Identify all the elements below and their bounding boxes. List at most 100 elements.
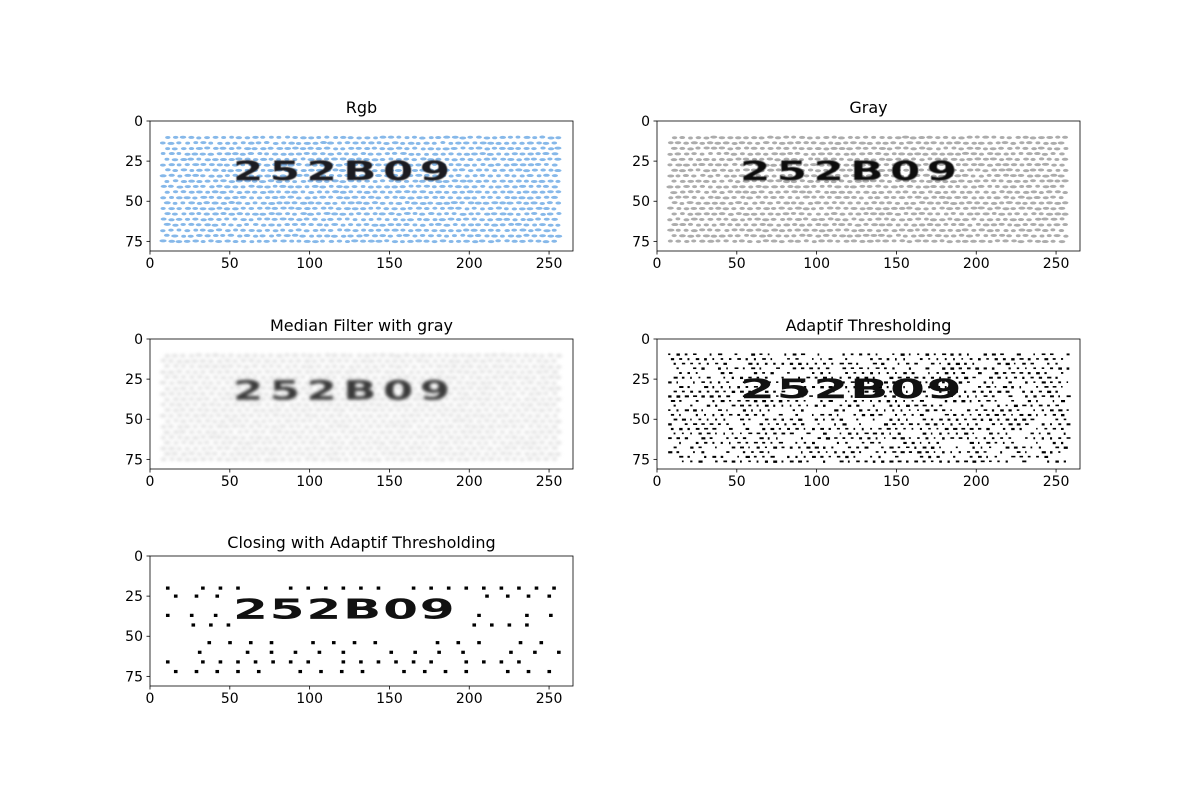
noise-dot: [906, 184, 914, 188]
noise-dot: [240, 359, 247, 363]
noise-dot: [479, 359, 487, 363]
noise-dot: [200, 162, 207, 166]
noise-dot: [492, 397, 498, 401]
noise-dot: [918, 136, 926, 140]
noise-dot: [971, 196, 977, 200]
noise-dot: [718, 146, 726, 150]
noise-dot: [892, 451, 897, 453]
noise-dot: [403, 190, 411, 194]
noise-dot: [792, 395, 797, 397]
noise-dot: [466, 397, 474, 401]
noise-dot: [400, 141, 406, 145]
noise-dot: [986, 455, 988, 459]
noise-dot: [371, 419, 378, 423]
noise-dot: [195, 397, 203, 401]
noise-dot: [750, 212, 758, 216]
noise-dot: [269, 430, 275, 434]
noise-dot: [915, 141, 922, 145]
noise-dot: [264, 185, 271, 189]
noise-dot: [526, 207, 534, 211]
noise-dot: [702, 179, 710, 183]
noise-dot: [925, 367, 930, 370]
noise-dot: [839, 460, 844, 463]
noise-dot: [295, 185, 303, 189]
noise-dot: [942, 180, 949, 184]
noise-dot: [344, 414, 350, 418]
noise-dot: [978, 196, 985, 200]
noise-dot: [422, 669, 427, 674]
noise-dot: [375, 152, 382, 156]
noise-dot: [503, 446, 511, 450]
noise-dot: [1066, 423, 1071, 426]
noise-dot: [193, 141, 199, 145]
noise-dot: [304, 163, 311, 167]
noise-dot: [684, 239, 690, 243]
noise-dot: [882, 239, 890, 243]
noise-dot: [770, 372, 774, 375]
noise-dot: [379, 408, 386, 412]
noise-dot: [360, 207, 367, 211]
noise-dot: [407, 403, 414, 407]
noise-dot: [795, 427, 799, 430]
noise-dot: [339, 157, 347, 161]
noise-dot: [411, 158, 418, 162]
noise-dot: [1066, 353, 1070, 356]
noise-dot: [218, 660, 223, 664]
noise-dot: [1046, 201, 1053, 205]
noise-dot: [673, 446, 677, 449]
noise-dot: [443, 452, 451, 456]
noise-dot: [439, 458, 446, 462]
noise-dot: [914, 446, 917, 449]
noise-dot: [743, 201, 749, 205]
noise-dot: [846, 147, 853, 151]
noise-dot: [311, 381, 318, 385]
noise-dot: [823, 168, 829, 172]
noise-dot: [319, 381, 327, 385]
noise-dot: [906, 240, 913, 244]
noise-dot: [875, 217, 882, 221]
noise-dot: [424, 152, 429, 156]
noise-dot: [906, 163, 913, 167]
noise-dot: [1000, 423, 1003, 425]
noise-dot: [1005, 446, 1010, 449]
noise-dot: [367, 414, 374, 418]
noise-dot: [986, 358, 989, 360]
noise-dot: [762, 399, 767, 403]
noise-dot: [244, 212, 251, 216]
noise-dot: [280, 163, 288, 167]
noise-dot: [263, 163, 271, 167]
noise-dot: [324, 234, 331, 238]
noise-dot: [435, 641, 440, 645]
noise-dot: [726, 437, 729, 440]
noise-dot: [520, 218, 526, 222]
noise-dot: [695, 168, 701, 172]
noise-dot: [803, 427, 806, 430]
noise-dot: [431, 391, 438, 395]
noise-dot: [415, 184, 422, 188]
noise-dot: [773, 446, 778, 449]
noise-dot: [499, 408, 505, 412]
noise-dot: [861, 386, 864, 389]
noise-dot: [200, 403, 208, 407]
noise-dot: [731, 376, 734, 380]
noise-dot: [288, 370, 294, 374]
noise-dot: [1044, 358, 1049, 361]
noise-dot: [475, 223, 482, 227]
noise-dot: [447, 206, 455, 210]
noise-dot: [740, 195, 746, 199]
noise-dot: [746, 240, 753, 244]
noise-dot: [160, 217, 167, 221]
noise-dot: [404, 441, 410, 445]
noise-dot: [827, 184, 833, 188]
noise-dot: [268, 135, 274, 139]
noise-dot: [1011, 358, 1015, 361]
noise-dot: [271, 457, 279, 461]
noise-dot: [468, 452, 474, 456]
noise-dot: [487, 240, 495, 244]
noise-dot: [288, 424, 295, 428]
noise-dot: [551, 217, 558, 221]
noise-dot: [448, 163, 454, 167]
noise-dot: [794, 151, 801, 155]
noise-dot: [1007, 212, 1013, 216]
noise-dot: [251, 179, 258, 183]
